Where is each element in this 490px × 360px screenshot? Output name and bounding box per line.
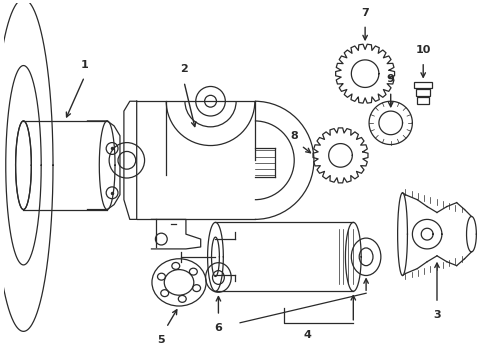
Text: 10: 10 (416, 45, 431, 55)
Text: 1: 1 (81, 60, 88, 70)
Bar (417, 97, 429, 104)
Text: 9: 9 (387, 75, 394, 85)
Bar (416, 89, 430, 96)
Text: 3: 3 (433, 310, 441, 320)
Text: 4: 4 (303, 330, 311, 339)
Text: 5: 5 (157, 334, 165, 345)
Text: 7: 7 (361, 8, 369, 18)
Text: 6: 6 (215, 323, 222, 333)
Text: 2: 2 (180, 64, 188, 74)
Text: 8: 8 (291, 131, 298, 141)
Bar (415, 82, 432, 89)
